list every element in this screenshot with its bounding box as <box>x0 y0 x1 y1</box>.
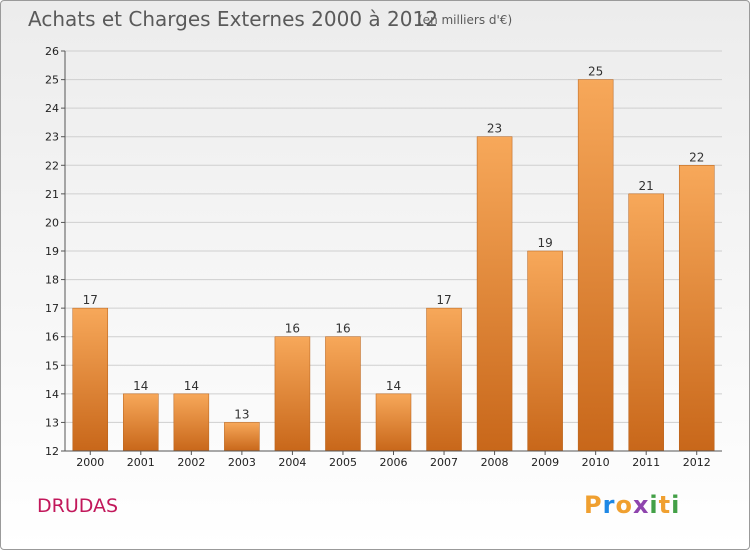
logo-letter: o <box>615 491 633 519</box>
x-tick-label-2003: 2003 <box>228 456 256 469</box>
data-label-2006: 14 <box>386 379 401 393</box>
x-tick-label-2011: 2011 <box>632 456 660 469</box>
data-labels: 17 14 14 13 16 16 14 17 23 19 25 21 22 <box>83 65 705 422</box>
y-tick-labels: 12 13 14 15 16 17 18 19 20 21 22 23 24 25 26 <box>45 45 59 458</box>
data-label-2008: 23 <box>487 122 502 136</box>
x-tick-label-2000: 2000 <box>76 456 104 469</box>
x-tick-label-2007: 2007 <box>430 456 458 469</box>
data-label-2011: 21 <box>639 179 654 193</box>
x-tick-label-2009: 2009 <box>531 456 559 469</box>
y-tick-label: 21 <box>45 188 59 201</box>
bar-2001 <box>123 393 159 452</box>
y-tick-label: 15 <box>45 359 59 372</box>
x-tick-label-2001: 2001 <box>127 456 155 469</box>
x-tick-label-2010: 2010 <box>582 456 610 469</box>
x-tick-label-2006: 2006 <box>380 456 408 469</box>
y-tick-label: 23 <box>45 131 59 144</box>
x-tick-label-2005: 2005 <box>329 456 357 469</box>
logo-letter: t <box>658 491 672 519</box>
y-tick-label: 19 <box>45 245 59 258</box>
logo-letter: P <box>584 491 603 519</box>
y-tick-label: 26 <box>45 45 59 58</box>
y-tick-label: 12 <box>45 445 59 458</box>
y-tick-label: 14 <box>45 388 59 401</box>
logo-letter: i <box>649 491 659 519</box>
bar-2009 <box>527 250 563 452</box>
bar-2012 <box>678 165 715 452</box>
axes <box>61 50 722 455</box>
y-tick-label: 13 <box>45 416 59 429</box>
y-tick-label: 20 <box>45 216 59 229</box>
data-label-2002: 14 <box>184 379 199 393</box>
bar-2000 <box>72 307 109 452</box>
proxiti-logo[interactable]: Proxiti <box>584 491 680 519</box>
logo-letter: i <box>671 491 681 519</box>
chart-title: Achats et Charges Externes 2000 à 2012 <box>28 7 438 31</box>
bar-2011 <box>628 193 664 452</box>
y-tick-label: 17 <box>45 302 59 315</box>
y-tick-label: 22 <box>45 159 59 172</box>
y-tick-label: 18 <box>45 274 59 287</box>
y-tick-label: 24 <box>45 102 59 115</box>
x-tick-label-2012: 2012 <box>683 456 711 469</box>
y-tick-label: 16 <box>45 331 59 344</box>
data-label-2001: 14 <box>133 379 148 393</box>
bar-2002 <box>173 393 210 452</box>
bar-2003 <box>224 422 260 452</box>
bar-2006 <box>375 393 412 452</box>
data-label-2005: 16 <box>335 322 350 336</box>
bar-2004 <box>274 336 311 452</box>
bar-2005 <box>325 336 361 452</box>
data-label-2010: 25 <box>588 65 603 79</box>
chart-unit: (en milliers d'€) <box>418 13 513 27</box>
bar-2007 <box>426 307 462 452</box>
bar-2008 <box>476 136 513 452</box>
data-label-2012: 22 <box>689 150 704 164</box>
commune-name: DRUDAS <box>37 495 119 517</box>
data-label-2003: 13 <box>234 407 249 421</box>
data-label-2004: 16 <box>285 322 300 336</box>
data-label-2007: 17 <box>436 293 451 307</box>
x-tick-labels: 2000 2001 2002 2003 2004 2005 2006 2007 2008 2009… <box>76 456 710 469</box>
data-label-2000: 17 <box>83 293 98 307</box>
x-tick-label-2008: 2008 <box>481 456 509 469</box>
logo-letter: x <box>632 491 650 519</box>
y-tick-label: 25 <box>45 74 59 87</box>
x-tick-label-2004: 2004 <box>278 456 306 469</box>
bars <box>72 79 715 452</box>
data-label-2009: 19 <box>537 236 552 250</box>
bar-2010 <box>577 79 614 452</box>
logo-letter: r <box>602 491 616 519</box>
x-tick-label-2002: 2002 <box>177 456 205 469</box>
